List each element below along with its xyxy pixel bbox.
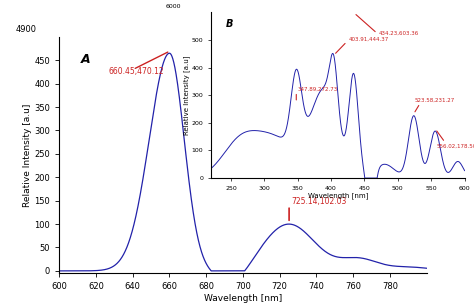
Text: A: A	[82, 53, 91, 66]
Y-axis label: Relative Intensity [a.u]: Relative Intensity [a.u]	[183, 56, 190, 135]
Text: 725.14,102.03: 725.14,102.03	[291, 197, 346, 206]
Text: 403.91,444.37: 403.91,444.37	[348, 37, 389, 42]
Text: B: B	[226, 19, 234, 29]
Text: 6000: 6000	[165, 4, 181, 9]
Text: 523.58,231.27: 523.58,231.27	[415, 98, 455, 103]
Text: 347.89,272.73: 347.89,272.73	[298, 87, 338, 92]
Text: 434.23,603.36: 434.23,603.36	[379, 31, 419, 36]
Text: 4900: 4900	[15, 25, 36, 34]
Text: 660.45,470.12: 660.45,470.12	[109, 67, 164, 76]
X-axis label: Wavelength [nm]: Wavelength [nm]	[204, 294, 282, 303]
Y-axis label: Relative Intensity [a.u]: Relative Intensity [a.u]	[23, 103, 32, 207]
Text: 556.02,178.50: 556.02,178.50	[437, 144, 474, 149]
X-axis label: Wavelength [nm]: Wavelength [nm]	[308, 192, 368, 199]
